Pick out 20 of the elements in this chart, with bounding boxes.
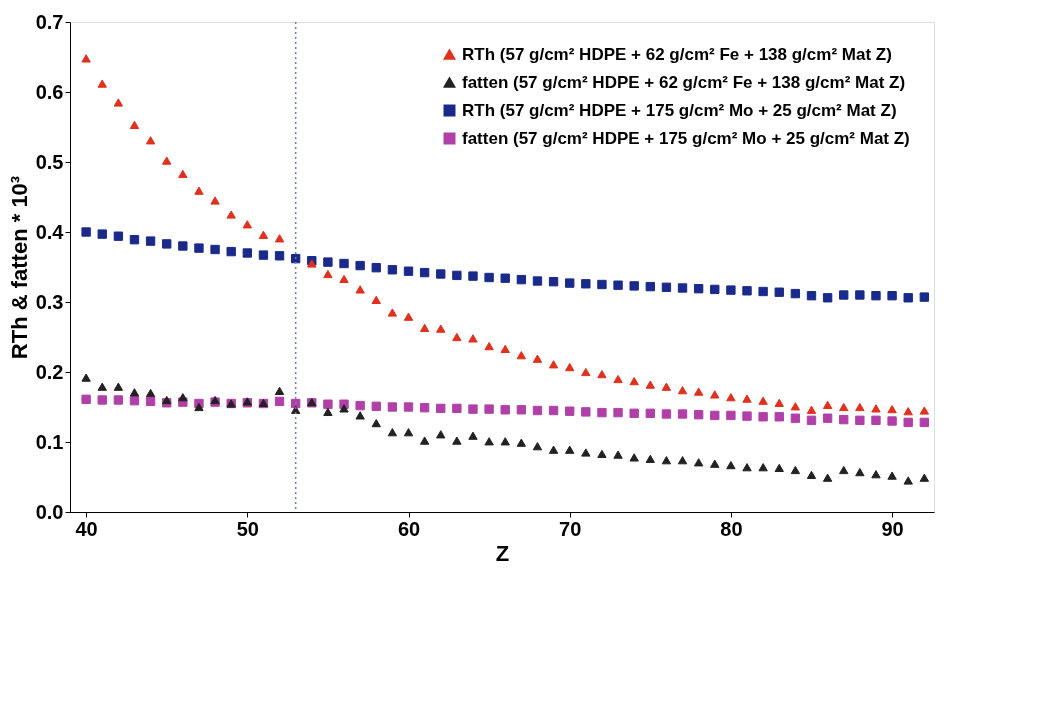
y-tick-label: 0.1 (35, 430, 64, 453)
y-axis-title: RTh & fatten * 10³ (6, 175, 32, 360)
x-tick-label: 80 (720, 517, 743, 540)
x-tick-label: 40 (75, 517, 98, 540)
y-tick-label: 0.0 (35, 500, 64, 523)
legend-label: fatten (57 g/cm² HDPE + 175 g/cm² Mo + 25 g/cm² Mat Z) (462, 128, 910, 148)
y-tick-label: 0.2 (35, 360, 64, 383)
x-axis-title: Z (495, 540, 510, 566)
x-tick-label: 90 (881, 517, 904, 540)
x-tick-label: 60 (397, 517, 421, 540)
legend-label: fatten (57 g/cm² HDPE + 62 g/cm² Fe + 138 g/cm² Mat Z) (462, 72, 906, 92)
y-tick-label: 0.7 (35, 10, 64, 33)
x-tick-label: 70 (559, 517, 582, 540)
y-tick-label: 0.4 (35, 220, 65, 243)
y-tick-label: 0.6 (35, 80, 64, 103)
y-tick-label: 0.3 (35, 290, 64, 313)
legend-label: RTh (57 g/cm² HDPE + 175 g/cm² Mo + 25 g/cm² Mat Z) (462, 100, 897, 120)
x-tick-label: 50 (236, 517, 259, 540)
y-tick-label: 0.5 (35, 150, 64, 173)
legend-label: RTh (57 g/cm² HDPE + 62 g/cm² Fe + 138 g/cm² Mat Z) (462, 44, 892, 64)
